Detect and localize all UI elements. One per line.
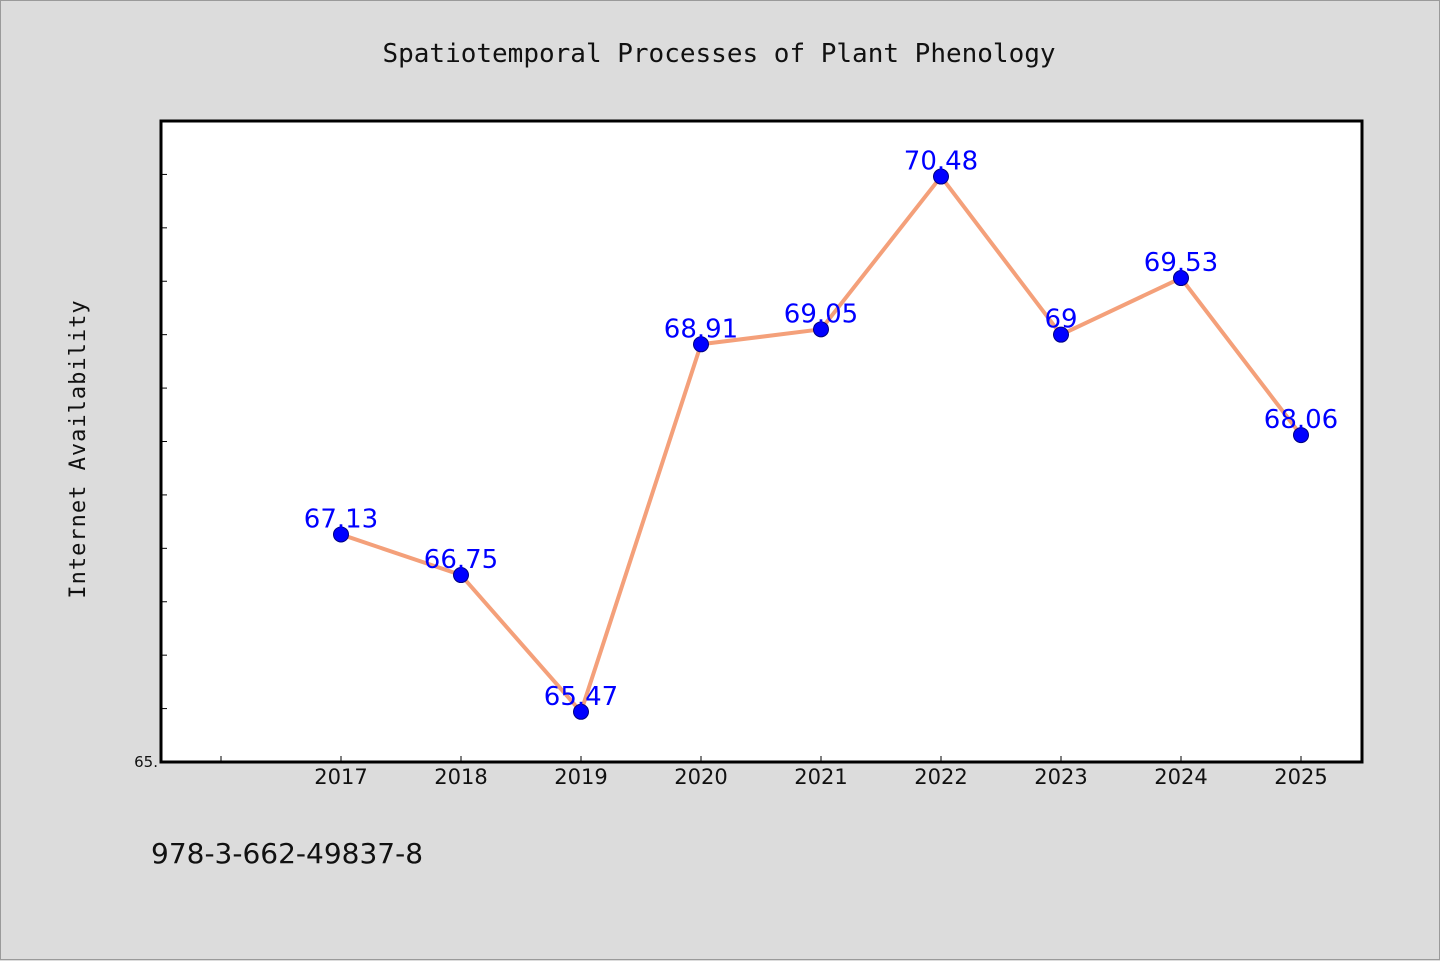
x-tick-label: 2018 — [434, 765, 487, 789]
plot-area — [159, 119, 1364, 764]
x-tick-label: 2023 — [1034, 765, 1087, 789]
data-point — [1053, 326, 1069, 343]
x-tick-label: 2020 — [674, 765, 727, 789]
data-label: 69.53 — [1144, 248, 1218, 278]
x-tick-label: 2019 — [554, 765, 607, 789]
data-point — [813, 321, 829, 338]
data-point — [933, 168, 949, 185]
x-tick-label: 2024 — [1154, 765, 1207, 789]
data-markers — [333, 168, 1309, 720]
x-tick-label: 2017 — [314, 765, 367, 789]
data-label: 68.06 — [1264, 405, 1338, 435]
data-label: 70.48 — [904, 147, 978, 177]
y-tick-label: 65. — [134, 753, 158, 771]
data-point — [1293, 427, 1309, 444]
data-label: 68.91 — [664, 314, 738, 344]
y-axis-label: Internet Availability — [66, 299, 91, 598]
data-point — [573, 703, 589, 720]
footer-code: 978-3-662-49837-8 — [151, 837, 424, 870]
chart-title: Spatiotemporal Processes of Plant Phenol… — [382, 39, 1055, 69]
data-label: 65.47 — [544, 682, 618, 712]
x-tick-label: 2022 — [914, 765, 967, 789]
data-labels: 67.13 66.75 65.47 68.91 69.05 70.48 69 69.53 68.… — [304, 147, 1338, 712]
data-label: 67.13 — [304, 504, 378, 534]
data-point — [693, 336, 709, 353]
data-point — [333, 526, 349, 543]
data-point — [453, 567, 469, 584]
data-label: 69 — [1044, 305, 1077, 335]
x-axis-ticks: 2017 2018 2019 2020 2021 2022 2023 2024 2025 — [220, 756, 1328, 789]
y-axis-ticks: 65. — [134, 173, 167, 771]
data-label: 69.05 — [784, 299, 858, 329]
data-point — [1173, 270, 1189, 287]
x-tick-label: 2025 — [1274, 765, 1327, 789]
data-label: 66.75 — [424, 545, 498, 575]
x-tick-label: 2021 — [794, 765, 847, 789]
